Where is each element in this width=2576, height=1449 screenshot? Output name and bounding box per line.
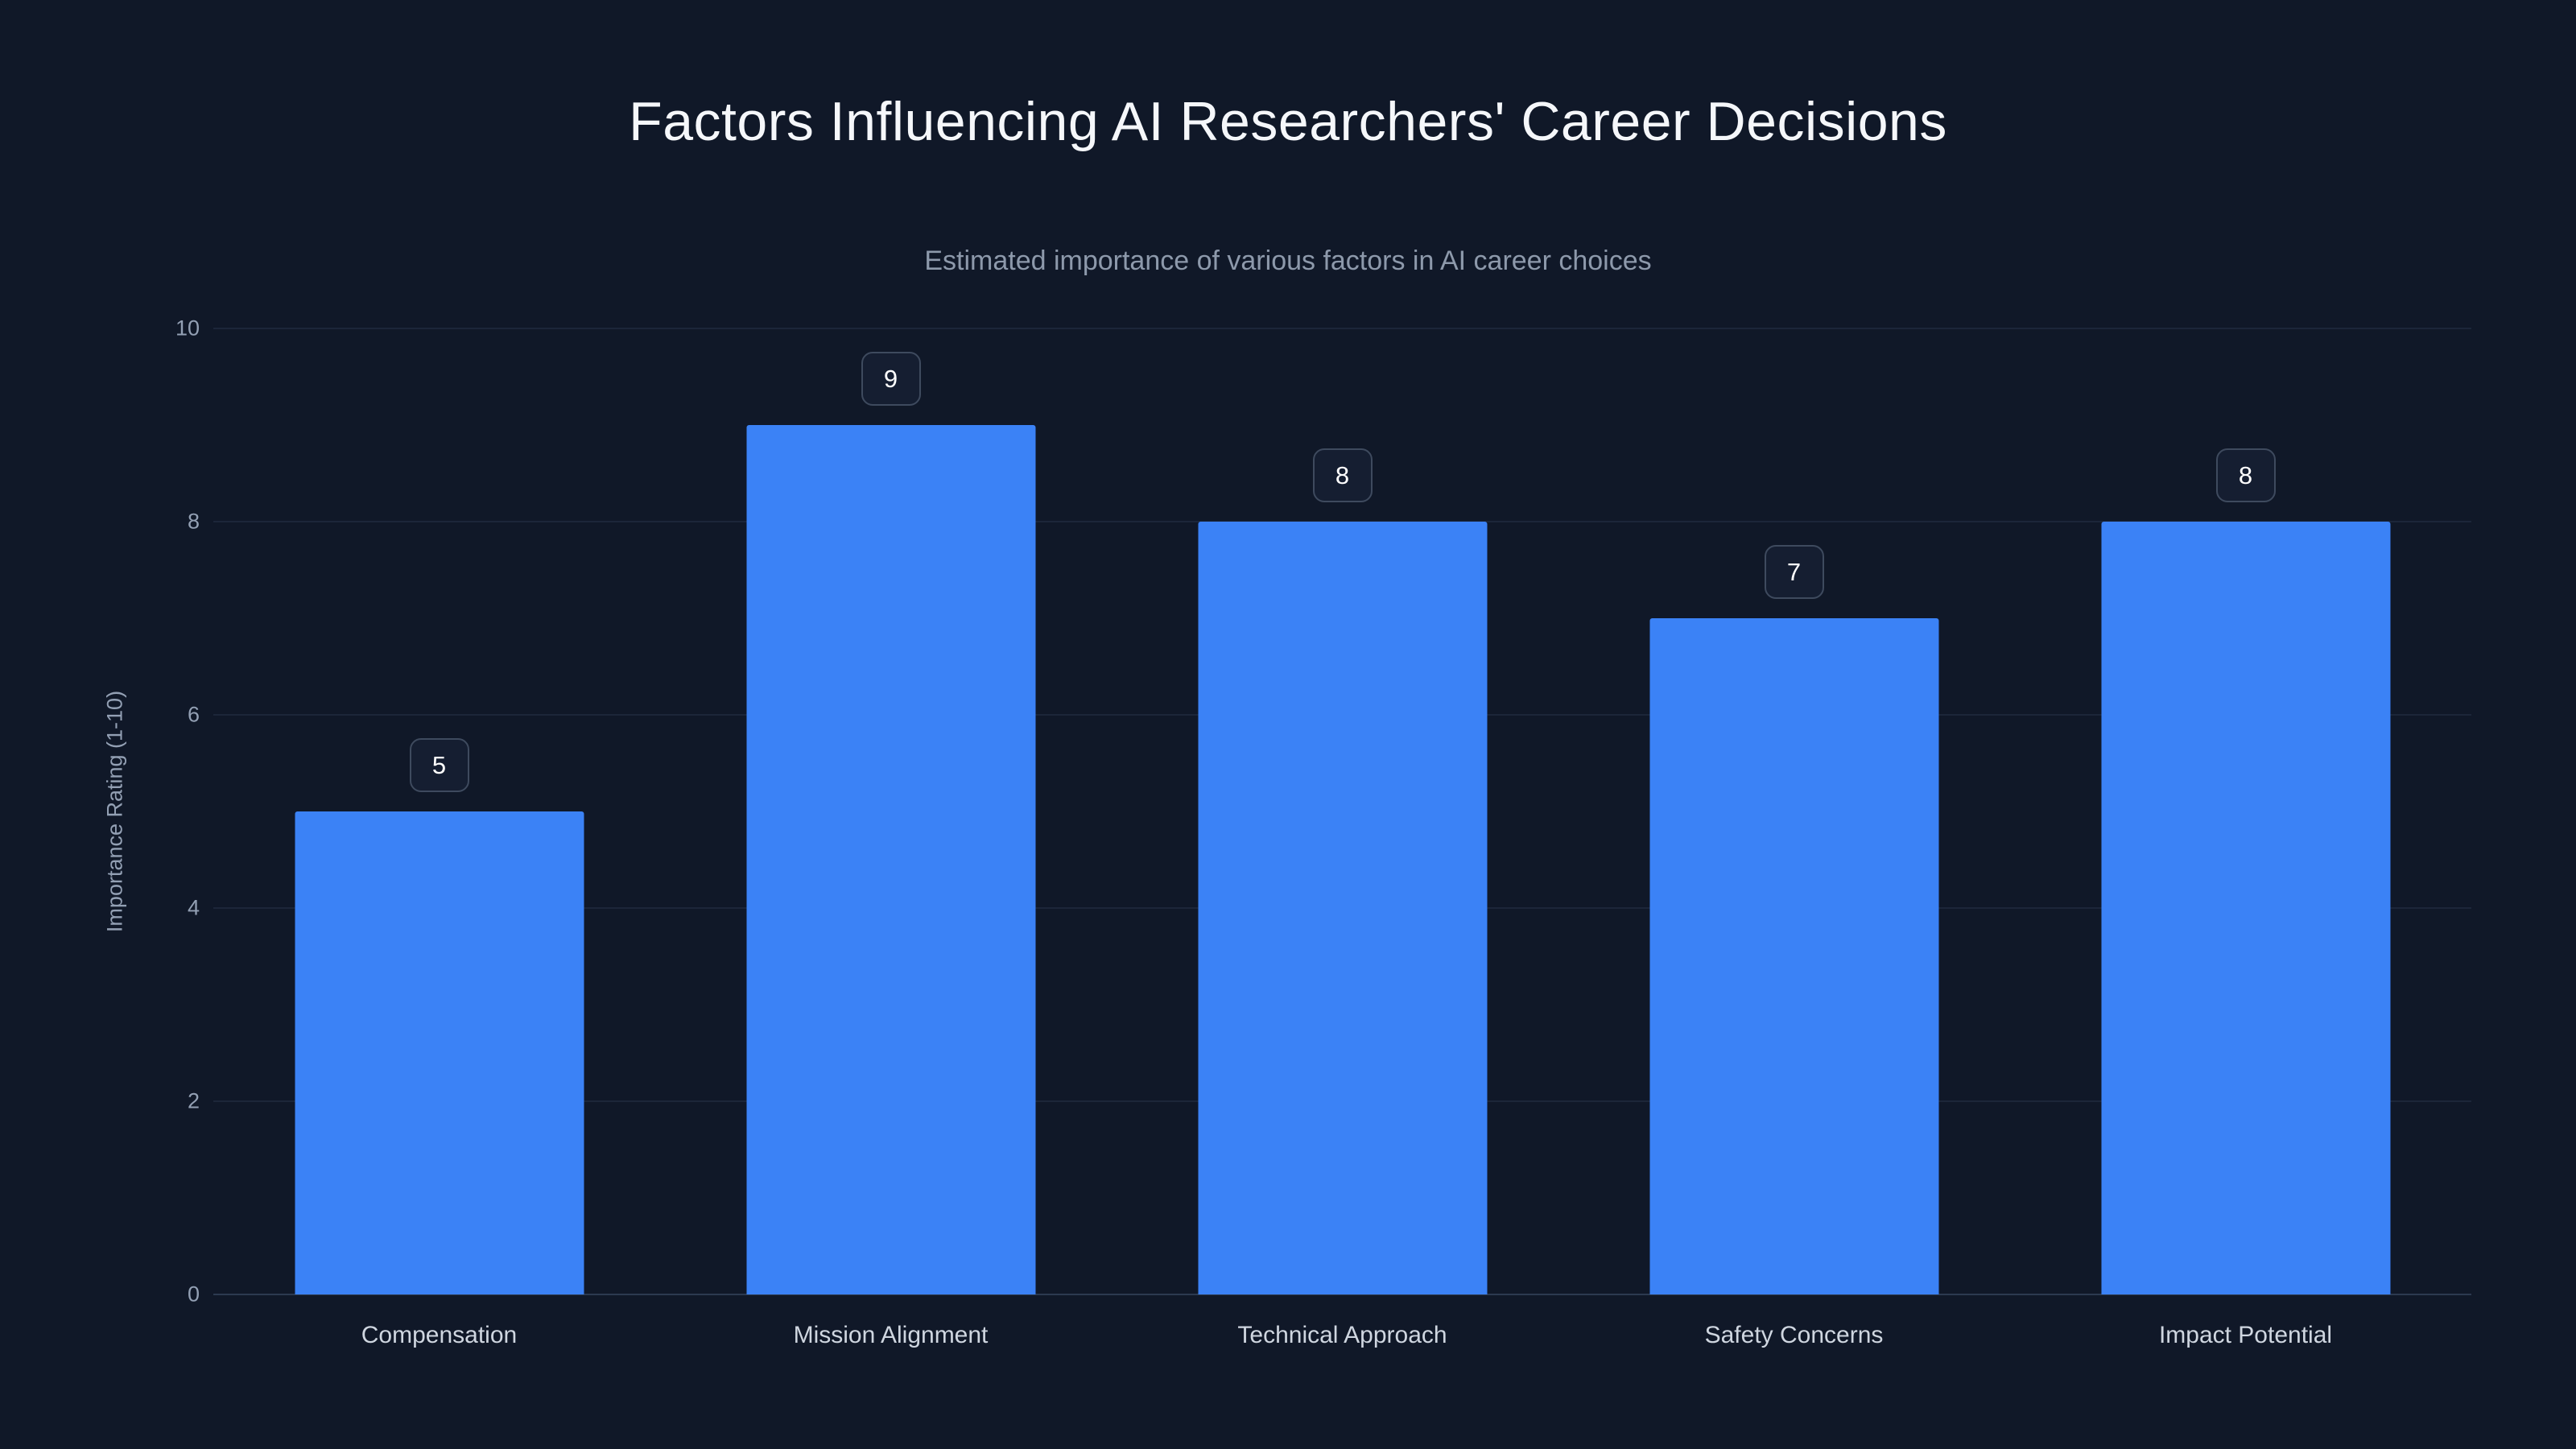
x-tick-label: Mission Alignment [793,1322,989,1348]
figure: 5 Compensation 9 Mission Alignment 8 Technica… [213,328,2471,1348]
chart-title: Factors Influencing AI Researchers' Care… [629,91,1947,152]
y-tick-label: 2 [187,1088,200,1113]
value-badge: 8 [2215,448,2276,502]
x-tick-label: Impact Potential [2158,1322,2333,1348]
y-tick-label: 6 [187,702,200,727]
x-tick-label: Compensation [361,1322,518,1348]
chart-subtitle: Estimated importance of various factors … [924,246,1652,276]
bar-slot: 8 Technical Approach [1117,328,1568,1348]
value-badge: 8 [1312,448,1373,502]
bar-slot: 8 Impact Potential [2020,328,2471,1348]
bars-layer: 5 Compensation 9 Mission Alignment 8 Technica… [213,328,2471,1348]
bar-slot: 5 Compensation [213,328,665,1348]
y-tick-label: 4 [187,895,200,920]
gridline [213,1294,2471,1295]
bar [1649,618,1939,1294]
y-axis-ticks: 0 2 4 6 8 10 [121,316,200,1307]
value-badge: 7 [1764,545,1824,599]
bar-slot: 9 Mission Alignment [665,328,1117,1348]
bar-slot: 7 Safety Concerns [1568,328,2020,1348]
value-badge: 9 [861,352,921,406]
bar [745,425,1036,1294]
value-badge: 5 [409,738,469,792]
y-tick-label: 0 [187,1282,200,1307]
gridline [213,328,2471,329]
y-tick-label: 8 [187,509,200,534]
bar [1197,522,1488,1294]
y-tick-label: 10 [175,316,200,341]
bar [294,811,584,1294]
bar [2100,522,2391,1294]
x-tick-label: Safety Concerns [1704,1322,1884,1348]
x-tick-label: Technical Approach [1237,1322,1447,1348]
